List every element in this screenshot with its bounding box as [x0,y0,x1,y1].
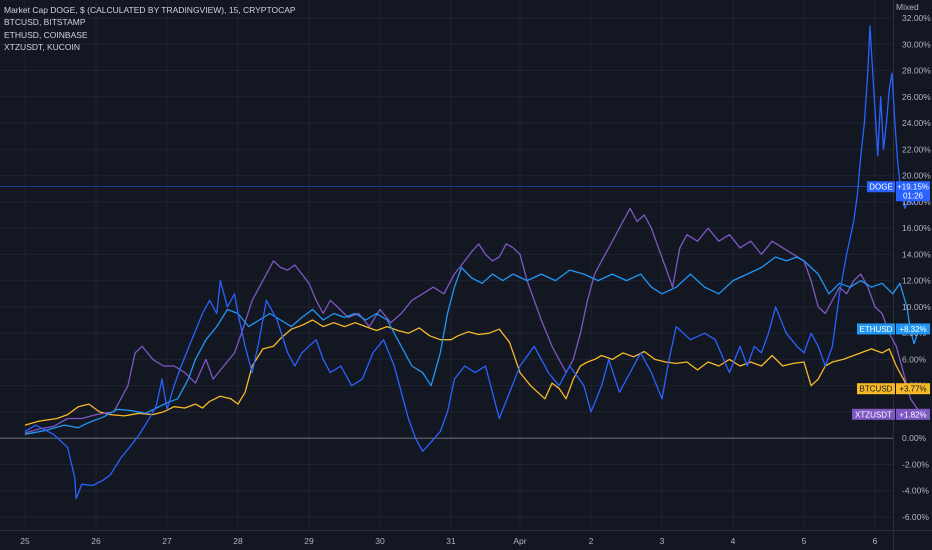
series-value-tag: +1.82% [899,410,926,419]
scale-mode-label[interactable]: Mixed [896,2,919,12]
x-tick-label: 27 [162,536,172,546]
legend-item-btcusd[interactable]: BTCUSD, BITSTAMP [4,17,86,28]
series-line-ethusd [24,256,922,435]
y-tick-label: 30.00% [902,39,931,49]
series-value-tag-bg [896,181,930,202]
y-tick-label: 26.00% [902,92,931,102]
x-tick-label: 31 [446,536,456,546]
y-tick-label: 10.00% [902,302,931,312]
y-tick-label: 0.00% [902,433,927,443]
y-tick-label: 24.00% [902,118,931,128]
series-name-tag: ETHUSD [860,325,893,334]
series-value-tag-bg [896,323,930,335]
series-name-tag: XTZUSDT [855,410,892,419]
x-tick-label: 30 [375,536,385,546]
x-tick-label: Apr [513,536,526,546]
series-name-tag-bg [857,323,895,335]
x-tick-label: 29 [304,536,314,546]
series-line-doge [24,25,922,500]
y-tick-label: 28.00% [902,66,931,76]
countdown-tag: 01:26 [903,192,924,201]
series-line-btcusd [24,319,922,426]
y-tick-label: -2.00% [902,459,929,469]
series-value-tag: +19.15% [897,183,929,192]
series-name-tag: BTCUSD [860,385,893,394]
series-value-tag: +3.77% [899,385,926,394]
series-layer [24,25,922,500]
series-name-tag-bg [852,408,895,420]
series-value-tag-bg [896,383,930,395]
legend-item-ethusd[interactable]: ETHUSD, COINBASE [4,29,88,40]
y-tick-label: 12.00% [902,276,931,286]
y-tick-label: 6.00% [902,354,927,364]
series-name-tag-bg [867,181,895,193]
series-value-tag: +8.32% [899,325,926,334]
series-name-tag: DOGE [869,183,893,192]
series-value-tag-bg [896,408,930,420]
x-tick-label: 2 [589,536,594,546]
x-tick-label: 28 [233,536,243,546]
price-axis[interactable]: 32.00% 30.00% 28.00% 26.00% 24.00% 22.00% 20.0… [902,13,931,522]
series-value-tags: DOGE +19.15%01:26 ETHUSD +8.32% BTCUSD +3.77%… [852,181,930,420]
chart-legend: Market Cap DOGE, $ (CALCULATED BY TRADIN… [4,4,296,54]
y-tick-label: -6.00% [902,512,929,522]
x-tick-label: 4 [731,536,736,546]
series-line-xtzusdt [24,207,922,434]
x-tick-label: 6 [873,536,878,546]
x-tick-label: 26 [91,536,101,546]
legend-item-xtzusdt[interactable]: XTZUSDT, KUCOIN [4,42,81,53]
y-tick-label: 20.00% [902,171,931,181]
y-tick-label: -4.00% [902,486,929,496]
x-tick-label: 3 [660,536,665,546]
y-tick-label: 32.00% [902,13,931,23]
legend-title: Market Cap DOGE, $ (CALCULATED BY TRADIN… [4,5,296,15]
series-name-tag-bg [857,383,895,395]
y-tick-label: 14.00% [902,249,931,259]
x-tick-label: 25 [20,536,30,546]
y-tick-label: 22.00% [902,144,931,154]
x-tick-label: 5 [802,536,807,546]
y-tick-label: 18.00% [902,197,931,207]
time-axis[interactable]: 25 26 27 28 29 30 31 Apr 2 3 4 5 6 [20,536,877,546]
y-tick-label: 16.00% [902,223,931,233]
